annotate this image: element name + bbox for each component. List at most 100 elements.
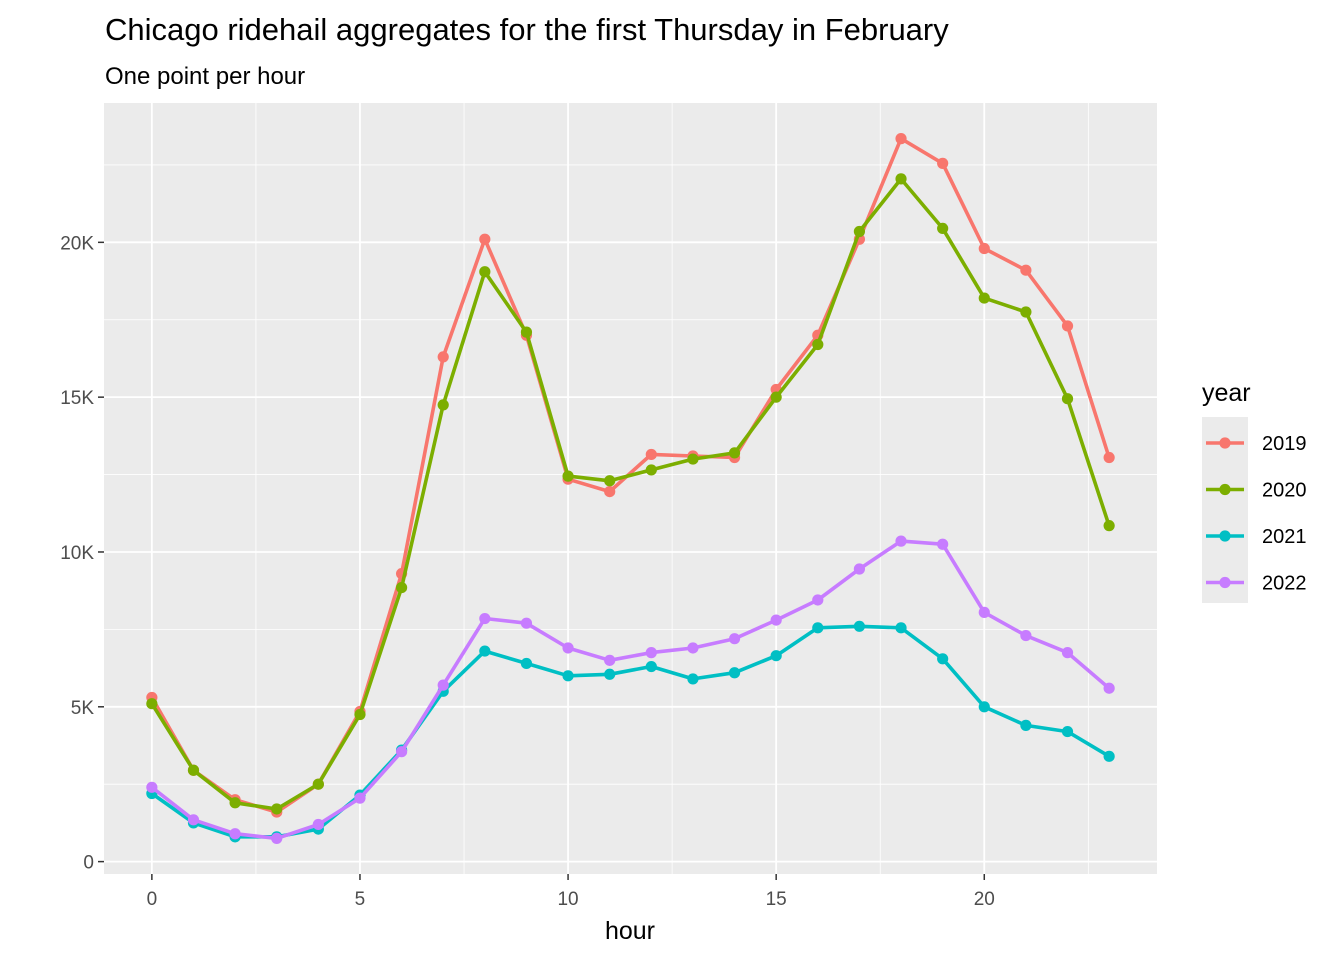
data-point-2019 (1061, 320, 1074, 332)
data-point-2021 (645, 660, 657, 673)
data-point-2022 (1020, 629, 1032, 642)
data-point-2020 (395, 581, 408, 594)
data-point-2020 (937, 222, 949, 235)
data-point-2022 (937, 538, 949, 550)
data-point-2020 (812, 338, 824, 351)
data-point-2021 (479, 645, 491, 657)
legend-label: 2022 (1262, 573, 1307, 595)
data-point-2020 (271, 803, 283, 815)
data-point-2020 (770, 391, 782, 403)
x-tick-label: 15 (766, 889, 787, 910)
legend-label: 2021 (1262, 526, 1307, 548)
data-point-2021 (1061, 725, 1074, 738)
data-point-2019 (1020, 264, 1032, 276)
x-tick-label: 20 (974, 889, 995, 910)
series-line-2021 (150, 624, 1111, 839)
data-point-2022 (271, 832, 283, 844)
data-point-2022 (895, 535, 907, 547)
data-point-2020 (1103, 520, 1115, 532)
chart-subtitle: One point per hour (105, 63, 305, 90)
data-point-2020 (1020, 306, 1032, 318)
legend-label: 2020 (1262, 480, 1307, 502)
data-point-2020 (728, 447, 741, 459)
data-point-2022 (312, 818, 324, 831)
y-tick-label: 15K (60, 388, 94, 409)
minor-gridlines (104, 103, 1157, 874)
data-point-2020 (437, 399, 449, 411)
data-point-2021 (604, 668, 616, 680)
data-point-2022 (562, 642, 574, 654)
legend: year 2019 2020 2021 2022 (1202, 379, 1307, 603)
data-point-2020 (312, 778, 324, 790)
data-point-2019 (479, 233, 491, 245)
data-point-2022 (978, 606, 990, 618)
data-point-2019 (645, 448, 657, 461)
series-2022 (146, 535, 1115, 844)
chart-title: Chicago ridehail aggregates for the firs… (105, 12, 949, 47)
data-point-2020 (895, 173, 907, 185)
legend-item-2019: 2019 (1206, 433, 1307, 455)
legend-key-point (1219, 576, 1231, 589)
data-point-2021 (812, 622, 824, 634)
series-2021 (146, 620, 1115, 843)
data-point-2021 (728, 667, 741, 679)
legend-label: 2019 (1262, 433, 1307, 455)
y-axis: 0 5K 10K 15K 20K (60, 233, 104, 874)
data-point-2019 (937, 157, 949, 169)
data-point-2020 (187, 764, 200, 776)
legend-title: year (1202, 379, 1251, 407)
data-point-2022 (146, 781, 158, 793)
data-point-2021 (978, 701, 990, 713)
data-point-2022 (520, 617, 533, 629)
data-point-2020 (229, 797, 241, 809)
data-point-2022 (437, 679, 449, 691)
data-point-2020 (479, 266, 491, 278)
data-point-2022 (687, 642, 699, 654)
data-point-2021 (1103, 750, 1115, 762)
y-tick-label: 20K (60, 233, 94, 254)
data-point-2020 (562, 470, 574, 482)
data-point-2020 (146, 698, 158, 710)
data-point-2019 (978, 242, 990, 255)
data-point-2022 (354, 792, 366, 804)
legend-item-2021: 2021 (1206, 526, 1307, 548)
data-point-2021 (937, 653, 949, 665)
x-tick-label: 0 (147, 889, 158, 910)
data-point-2022 (770, 614, 782, 626)
data-point-2019 (604, 485, 616, 498)
series-line-2020 (150, 177, 1111, 811)
data-point-2019 (1103, 451, 1115, 464)
y-tick-label: 0 (83, 853, 94, 874)
data-point-2019 (895, 133, 907, 145)
series-2020 (146, 173, 1115, 815)
data-point-2022 (395, 746, 408, 758)
data-point-2022 (187, 814, 200, 826)
data-point-2022 (229, 828, 241, 840)
legend-item-2022: 2022 (1206, 573, 1307, 595)
data-point-2021 (770, 650, 782, 662)
major-gridlines (104, 103, 1157, 874)
x-axis-title: hour (605, 917, 655, 945)
y-tick-label: 10K (60, 543, 94, 564)
data-point-2019 (437, 351, 449, 363)
x-tick-label: 5 (355, 889, 366, 910)
data-point-2022 (1103, 682, 1115, 694)
data-point-2021 (1020, 719, 1032, 731)
data-point-2020 (687, 453, 699, 465)
data-point-2020 (1061, 393, 1074, 405)
data-point-2022 (812, 594, 824, 606)
data-point-2021 (895, 622, 907, 634)
data-point-2020 (520, 326, 533, 338)
legend-key-point (1219, 483, 1231, 496)
x-tick-label: 10 (557, 889, 578, 910)
series-layer (146, 133, 1115, 844)
series-line-2022 (150, 539, 1111, 841)
y-tick-label: 5K (71, 698, 95, 719)
data-point-2021 (562, 670, 574, 682)
data-point-2022 (604, 654, 616, 666)
data-point-2020 (354, 708, 366, 721)
data-point-2021 (853, 620, 866, 632)
x-axis: 0 5 10 15 20 (147, 874, 995, 910)
plot-panel (104, 103, 1157, 874)
